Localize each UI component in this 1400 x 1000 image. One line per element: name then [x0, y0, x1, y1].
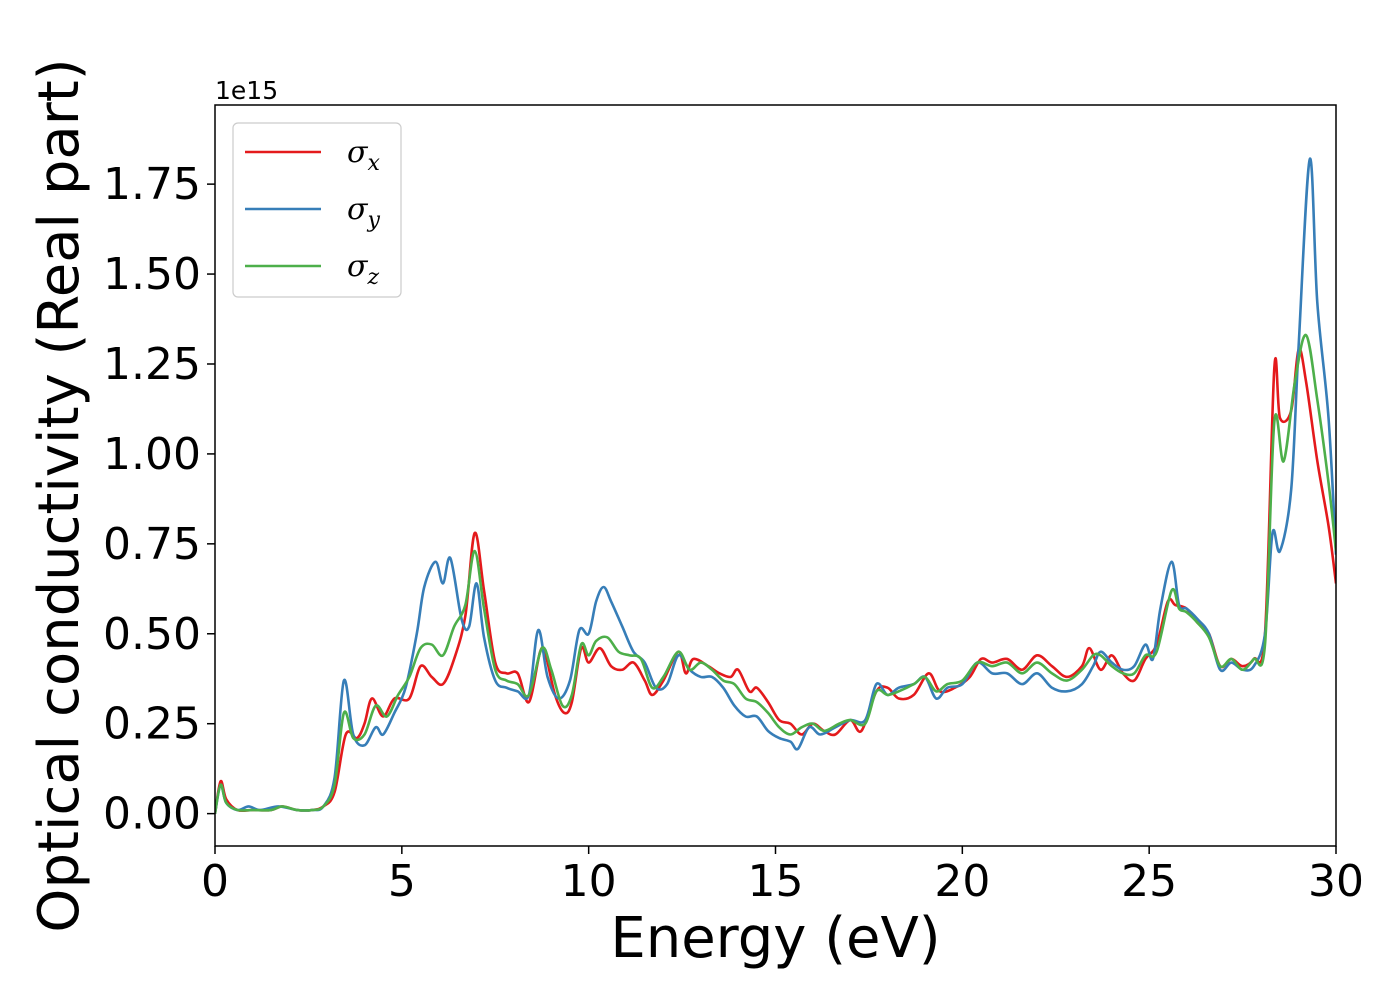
series-lines	[215, 157, 1336, 814]
x-axis: 0 5 10 15 20 25 30	[201, 846, 1364, 907]
y-tick-label: 0.25	[103, 699, 201, 750]
series-line-sigma-z	[215, 333, 1336, 814]
y-tick-label: 0.75	[103, 519, 201, 570]
series-line-sigma-y	[215, 157, 1336, 814]
y-axis: 0.00 0.25 0.50 0.75 1.00 1.25 1.50 1.75	[103, 159, 215, 840]
x-tick-label: 20	[934, 856, 990, 907]
x-tick-label: 10	[561, 856, 617, 907]
x-tick-label: 0	[201, 856, 229, 907]
x-axis-title: Energy (eV)	[610, 906, 940, 971]
y-axis-offset-label: 1e15	[215, 76, 278, 105]
x-tick-label: 30	[1308, 856, 1364, 907]
y-tick-label: 0.00	[103, 789, 201, 840]
y-tick-label: 1.75	[103, 159, 201, 210]
y-tick-label: 1.00	[103, 429, 201, 480]
series-line-sigma-x	[215, 347, 1336, 814]
x-tick-label: 15	[748, 856, 804, 907]
legend-label-sigma-z: σz	[347, 249, 379, 290]
y-axis-title: Optical conductivity (Real part)	[27, 58, 92, 932]
legend-label-sigma-y: σy	[347, 192, 380, 233]
y-tick-label: 1.25	[103, 339, 201, 390]
legend-label-sigma-x: σx	[347, 135, 380, 176]
y-tick-label: 0.50	[103, 609, 201, 660]
y-tick-label: 1.50	[103, 249, 201, 300]
legend: σx σy σz	[232, 122, 402, 298]
x-tick-label: 25	[1121, 856, 1177, 907]
x-tick-label: 5	[388, 856, 416, 907]
